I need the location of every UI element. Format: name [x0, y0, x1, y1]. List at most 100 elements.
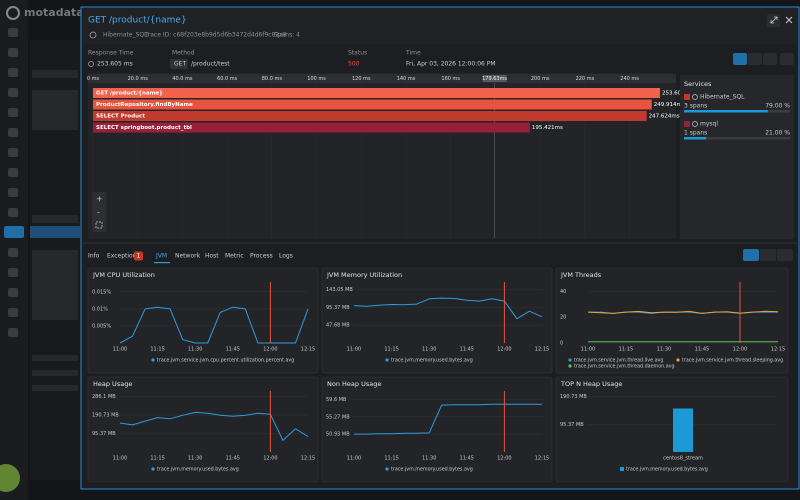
y-tick-label: 143.05 MB	[326, 287, 353, 293]
zoom-in[interactable]: +	[96, 195, 103, 204]
x-tick-label: 11:00	[113, 347, 127, 353]
zoom-controls: + -	[92, 192, 106, 232]
tab[interactable]: Process	[250, 253, 273, 260]
tab[interactable]: Logs	[279, 253, 293, 260]
span-name: SELECT Product	[96, 114, 145, 120]
x-tick-label: 11:30	[188, 456, 202, 462]
label: Method	[172, 50, 195, 57]
tab[interactable]: Info	[88, 253, 100, 260]
x-tick-label: 11:45	[226, 347, 240, 353]
service-icon	[692, 94, 698, 100]
avatar	[0, 464, 20, 492]
chart-panel	[321, 267, 553, 374]
x-tick-label: 11:30	[188, 347, 202, 353]
zoom-out[interactable]: -	[97, 208, 100, 217]
ruler	[88, 74, 676, 83]
legend-label: trace.jvm.service.jvm.thread.live.avg	[574, 358, 663, 364]
y-tick-label: 0.01%	[92, 306, 108, 312]
legend-label: trace.jvm.service.jvm.thread.daemon.avg	[574, 364, 675, 370]
tab[interactable]: Network	[175, 253, 201, 260]
services-title: Services	[684, 80, 712, 88]
y-tick-label: 59.6 MB	[326, 397, 347, 403]
service-spans: 3 spans	[684, 103, 707, 110]
tab[interactable]: Metric	[225, 253, 244, 260]
span-bar	[93, 99, 652, 110]
y-tick-label: 0.015%	[92, 289, 111, 295]
x-tick-label: 12:00	[497, 347, 511, 353]
service-spans: 1 spans	[684, 130, 707, 137]
x-tick-label: 11:00	[581, 347, 595, 353]
trace-id: Trace ID: c68f203e8b9d5d6b3472d4d6f9c82a…	[144, 32, 287, 39]
chart-title: JVM Threads	[560, 271, 602, 279]
charts: JVM CPU Utilization 0.005% 0.01% 0.015% 11:0…	[87, 267, 789, 483]
y-tick-label: 20	[560, 315, 566, 321]
method-badge	[170, 59, 188, 69]
y-tick-label: 95.37 MB	[92, 431, 116, 437]
x-tick-label: centos8_stream	[663, 456, 703, 462]
label: Time	[405, 50, 421, 57]
x-tick-label: 12:15	[535, 347, 549, 353]
x-tick-label: 12:15	[771, 347, 785, 353]
legend-swatch	[385, 467, 389, 471]
tick-label: 20.0 ms	[128, 76, 149, 82]
view-button[interactable]	[733, 53, 747, 65]
legend-label: trace.jvm.memory.used.bytes.avg	[391, 467, 473, 473]
chart-panel	[87, 267, 319, 374]
tab[interactable]: Host	[205, 253, 219, 260]
view-button[interactable]	[763, 53, 777, 65]
span-name: GET /product/{name}	[96, 91, 163, 97]
span-duration: 195.421ms	[532, 125, 563, 131]
layout-button[interactable]	[743, 249, 759, 261]
close-button[interactable]	[785, 16, 793, 24]
tab[interactable]: Exception	[107, 253, 137, 260]
y-tick-label: 50.93 MB	[326, 432, 350, 438]
x-tick-label: 12:00	[497, 456, 511, 462]
x-tick-label: 12:15	[535, 456, 549, 462]
service-name: mysql	[700, 121, 718, 128]
service-color	[684, 121, 690, 127]
span-name: ProductRepository.findByName	[96, 102, 193, 108]
y-tick-label: 286.1 MB	[92, 394, 116, 400]
y-tick-label: 190.73 MB	[560, 394, 587, 400]
trace-title: GET /product/{name}	[88, 16, 187, 26]
service-percent: 79.00 %	[765, 103, 790, 110]
layout-button[interactable]	[777, 249, 793, 261]
cursor-label: 179.63ms	[482, 76, 507, 82]
span-bar	[93, 88, 660, 98]
tab[interactable]: JVM	[155, 253, 167, 260]
x-tick-label: 11:15	[384, 347, 398, 353]
service-icon	[692, 121, 698, 127]
gantt: 0 ms 20.0 ms 40.0 ms 60.0 ms 80.0 ms 100 ms 12…	[87, 74, 693, 238]
exception-badge	[134, 251, 143, 261]
chart-panel	[555, 267, 789, 374]
tick-label: 40.0 ms	[172, 76, 193, 82]
x-tick-label: 12:00	[263, 347, 277, 353]
service-share	[684, 110, 768, 113]
view-button[interactable]	[780, 53, 794, 65]
services-list: Hibernate_SQL 3 spans 79.00 % mysql 1 spans 2…	[684, 94, 790, 140]
value: /product/test	[191, 61, 230, 68]
tabs: Info Exception JVM Network Host Metric Process…	[88, 251, 293, 264]
zoom-fit[interactable]	[95, 221, 103, 229]
background-selected-row	[30, 226, 80, 238]
legend-swatch	[620, 467, 624, 471]
x-tick-label: 11:00	[347, 456, 361, 462]
tick-label: 100 ms	[307, 76, 326, 82]
value: GET	[174, 61, 186, 68]
service-track	[684, 137, 790, 140]
series-line	[587, 310, 779, 314]
x-tick-label: 11:15	[384, 456, 398, 462]
series-line	[119, 306, 309, 344]
layout-button[interactable]	[760, 249, 776, 261]
x-tick-label: 11:30	[422, 347, 436, 353]
series-line	[119, 411, 309, 441]
view-button[interactable]	[748, 53, 762, 65]
x-tick-label: 11:45	[460, 347, 474, 353]
logo: motadata	[24, 6, 84, 19]
legend-label: trace.jvm.memory.used.bytes.avg	[391, 358, 473, 364]
tick-label: 140 ms	[397, 76, 416, 82]
span-duration: 247.624ms	[649, 114, 680, 120]
legend-label: trace.jvm.memory.used.bytes.avg	[626, 467, 708, 473]
service-name: Hibernate_SQL	[103, 32, 148, 39]
